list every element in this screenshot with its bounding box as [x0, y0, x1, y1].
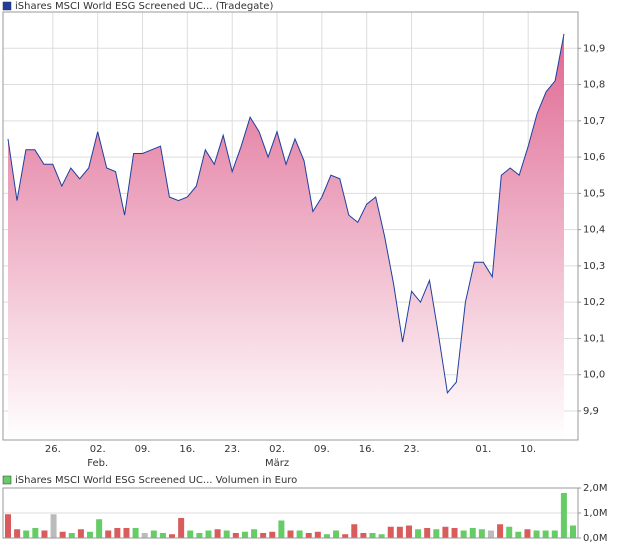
bar — [497, 524, 504, 538]
y-tick-label: 10,5 — [583, 188, 605, 199]
bar — [150, 530, 157, 538]
bar — [77, 529, 84, 538]
legend-swatch — [2, 1, 12, 11]
y-tick-label: 10,1 — [583, 333, 605, 344]
bar — [68, 533, 75, 538]
bar — [387, 526, 394, 538]
bar — [50, 514, 57, 538]
bar — [378, 534, 385, 538]
bar — [560, 493, 567, 538]
bar — [405, 525, 412, 538]
bar — [360, 533, 367, 538]
bar — [96, 519, 103, 538]
x-month-label: Feb. — [87, 458, 108, 469]
bar — [296, 530, 303, 538]
y-tick-label: 10,3 — [583, 261, 605, 272]
bar — [205, 530, 212, 538]
bar — [323, 534, 330, 538]
bar — [533, 530, 540, 538]
bar — [187, 530, 194, 538]
x-tick-label: 02. — [269, 444, 285, 455]
bar — [196, 533, 203, 538]
bar — [14, 529, 21, 538]
bar — [460, 530, 467, 538]
x-tick-label: 01. — [475, 444, 491, 455]
y-tick-label: 9,9 — [583, 406, 599, 417]
x-tick-label: 10. — [520, 444, 536, 455]
y-tick-label: 10,4 — [583, 225, 605, 236]
bar — [442, 526, 449, 538]
bar — [132, 528, 139, 538]
bar — [478, 529, 485, 538]
chart-title: iShares MSCI World ESG Screened UC... Vo… — [15, 475, 297, 486]
bar — [570, 525, 576, 538]
y-tick-label: 2,0M — [583, 483, 608, 494]
bar — [515, 531, 522, 538]
bar — [41, 530, 48, 538]
y-tick-label: 10,0 — [583, 370, 605, 381]
bar — [415, 529, 422, 538]
line — [7, 33, 565, 394]
bar — [487, 530, 494, 538]
bar — [260, 533, 267, 538]
bar — [342, 534, 349, 538]
x-tick-label: 16. — [359, 444, 375, 455]
bar — [369, 533, 376, 538]
bar — [305, 533, 312, 538]
chart-title: iShares MSCI World ESG Screened UC... (T… — [15, 1, 273, 12]
plot-border — [2, 11, 579, 441]
plot-border — [2, 487, 579, 539]
bar — [87, 531, 94, 538]
y-tick-label: 1,0M — [583, 508, 608, 519]
x-tick-label: 23. — [404, 444, 420, 455]
bar — [551, 530, 558, 538]
bar — [114, 528, 121, 538]
y-tick-label: 10,7 — [583, 116, 605, 127]
y-tick-label: 10,6 — [583, 152, 605, 163]
bar — [333, 530, 340, 538]
bar — [278, 520, 285, 538]
legend-swatch — [2, 475, 12, 485]
bar — [251, 529, 258, 538]
y-tick-label: 10,8 — [583, 80, 605, 91]
bar — [424, 528, 431, 538]
bar — [159, 533, 166, 538]
bar — [433, 529, 440, 538]
area — [8, 33, 565, 441]
bar — [269, 531, 276, 538]
bar — [241, 531, 248, 538]
bar — [469, 528, 476, 538]
bar — [32, 528, 39, 538]
x-tick-label: 26. — [45, 444, 61, 455]
bar — [169, 534, 176, 538]
bar — [396, 526, 403, 538]
bar — [141, 533, 148, 538]
x-tick-label: 16. — [179, 444, 195, 455]
bar — [542, 530, 549, 538]
bar — [5, 514, 11, 538]
y-tick-label: 10,9 — [583, 43, 605, 54]
bar — [287, 530, 294, 538]
bar — [214, 529, 221, 538]
bar — [351, 524, 358, 538]
bar — [451, 528, 458, 538]
bar — [178, 518, 185, 538]
x-tick-label: 09. — [314, 444, 330, 455]
bar — [524, 529, 531, 538]
bar — [232, 533, 239, 538]
x-month-label: März — [265, 458, 289, 469]
bar — [59, 531, 66, 538]
bar — [105, 530, 112, 538]
bar — [314, 531, 321, 538]
bar — [223, 530, 230, 538]
x-tick-label: 02. — [90, 444, 106, 455]
bar — [506, 526, 513, 538]
bar — [23, 530, 30, 538]
x-tick-label: 09. — [135, 444, 151, 455]
y-tick-label: 0,0M — [583, 533, 608, 544]
x-tick-label: 23. — [224, 444, 240, 455]
bar — [123, 528, 130, 538]
y-tick-label: 10,2 — [583, 297, 605, 308]
